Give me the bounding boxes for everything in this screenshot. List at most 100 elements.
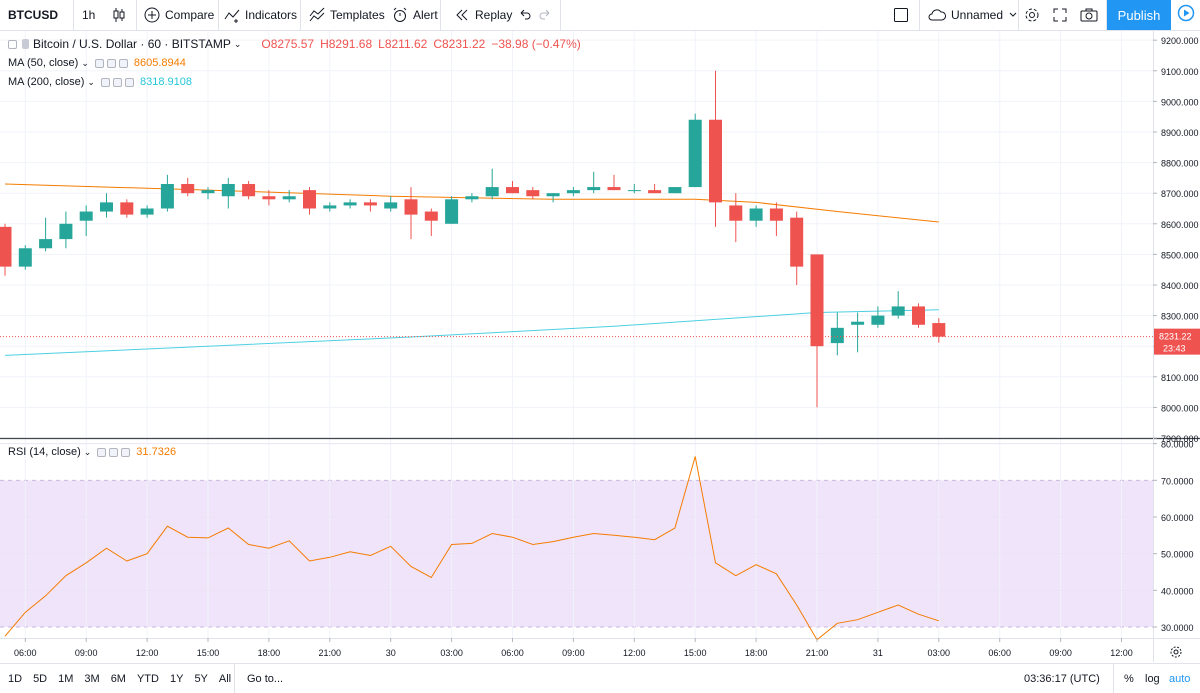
chevron-down-icon xyxy=(1009,12,1017,18)
ma50-label[interactable]: MA (50, close) xyxy=(8,57,79,69)
interval-button[interactable]: 1h xyxy=(82,0,95,30)
settings-icon[interactable] xyxy=(106,58,116,68)
price-tick-label: 8900.000 xyxy=(1161,128,1199,138)
publish-play-button[interactable] xyxy=(1172,0,1200,30)
candle-body xyxy=(445,199,459,224)
candle-body xyxy=(343,202,357,206)
indicators-button[interactable]: Indicators xyxy=(224,0,301,30)
time-tick-label: 03:00 xyxy=(440,648,463,658)
eye-icon[interactable] xyxy=(97,447,107,457)
chart-style-button[interactable] xyxy=(112,0,137,30)
rsi-label[interactable]: RSI (14, close) xyxy=(8,446,81,458)
templates-button[interactable]: Templates xyxy=(309,0,385,30)
goto-button[interactable]: Go to... xyxy=(234,664,283,693)
time-tick-label: 12:00 xyxy=(136,648,159,658)
rsi-tick-label: 30.0000 xyxy=(1161,623,1194,633)
range-button-1d[interactable]: 1D xyxy=(8,672,23,685)
chart-area[interactable]: 7900.0008000.0008100.0008200.0008300.000… xyxy=(0,31,1200,663)
redo-button[interactable] xyxy=(538,0,561,30)
eye-icon[interactable] xyxy=(100,77,110,87)
templates-label: Templates xyxy=(330,8,385,22)
range-button-1m[interactable]: 1M xyxy=(58,672,74,685)
range-button-all[interactable]: All xyxy=(218,672,232,685)
candle-body xyxy=(140,208,154,215)
candle-body xyxy=(465,196,479,200)
rsi-tick-label: 50.0000 xyxy=(1161,550,1194,560)
select-checkbox[interactable] xyxy=(893,0,920,30)
gear-icon[interactable] xyxy=(1170,646,1182,658)
rsi-tick-label: 60.0000 xyxy=(1161,513,1194,523)
candle-body xyxy=(769,208,783,221)
ma200-label[interactable]: MA (200, close) xyxy=(8,76,85,88)
price-tick-label: 8500.000 xyxy=(1161,250,1199,260)
candle-body xyxy=(526,190,540,197)
range-button-3m[interactable]: 3M xyxy=(84,672,100,685)
square-icon xyxy=(893,7,909,23)
replay-button[interactable]: Replay xyxy=(454,0,512,30)
bar-countdown: 23:43 xyxy=(1163,344,1186,354)
utc-clock[interactable]: 03:36:17 (UTC) xyxy=(1024,664,1100,693)
time-tick-label: 12:00 xyxy=(1110,648,1133,658)
time-tick-label: 06:00 xyxy=(988,648,1011,658)
publish-button[interactable]: Publish xyxy=(1107,0,1171,30)
price-tick-label: 9000.000 xyxy=(1161,97,1199,107)
ma50-legend: MA (50, close) ⌄ 8605.8944 xyxy=(8,57,186,69)
collapse-icon[interactable] xyxy=(8,39,17,49)
log-label: log xyxy=(1145,672,1160,685)
chevron-down-icon[interactable]: ⌄ xyxy=(81,57,89,68)
alert-button[interactable]: Alert xyxy=(392,0,441,30)
alert-label: Alert xyxy=(413,8,438,22)
time-tick-label: 18:00 xyxy=(745,648,768,658)
undo-icon xyxy=(518,8,532,22)
indicators-icon xyxy=(224,7,240,23)
close-icon[interactable] xyxy=(121,447,131,457)
chevron-down-icon[interactable]: ⌄ xyxy=(87,76,95,87)
range-button-ytd[interactable]: YTD xyxy=(136,672,159,685)
time-tick-label: 18:00 xyxy=(258,648,281,658)
auto-label: auto xyxy=(1169,672,1191,685)
candles-icon xyxy=(112,7,126,23)
chevron-down-icon[interactable]: ⌄ xyxy=(233,38,242,49)
candle-body xyxy=(18,248,32,267)
undo-button[interactable] xyxy=(518,0,537,30)
candle-body xyxy=(871,315,885,325)
ohlc-low: L8211.62 xyxy=(378,37,428,51)
eye-icon[interactable] xyxy=(94,58,104,68)
close-icon[interactable] xyxy=(118,58,128,68)
gear-icon xyxy=(1024,7,1040,23)
fullscreen-button[interactable] xyxy=(1053,0,1072,30)
time-tick-label: 09:00 xyxy=(75,648,98,658)
range-button-5d[interactable]: 5D xyxy=(33,672,48,685)
compare-label: Compare xyxy=(165,8,215,22)
layout-button[interactable]: Unnamed xyxy=(928,0,1019,30)
ma50-line xyxy=(4,183,939,223)
range-button-5y[interactable]: 5Y xyxy=(194,672,208,685)
candle-body xyxy=(891,306,905,316)
rsi-tick-label: 70.0000 xyxy=(1161,476,1194,486)
log-toggle[interactable]: log xyxy=(1145,664,1160,693)
chevron-down-icon[interactable]: ⌄ xyxy=(83,446,92,457)
candle-body xyxy=(221,184,235,197)
compare-button[interactable]: Compare xyxy=(144,0,219,30)
settings-icon[interactable] xyxy=(109,447,119,457)
candle-body xyxy=(566,190,580,194)
time-tick-label: 30 xyxy=(386,648,396,658)
snapshot-button[interactable] xyxy=(1080,0,1107,30)
main-series-title: Bitcoin / U.S. Dollar · 60 · BITSTAMP xyxy=(33,37,231,51)
candle-body xyxy=(810,254,824,347)
auto-toggle[interactable]: auto xyxy=(1169,664,1190,693)
close-icon[interactable] xyxy=(124,77,134,87)
symbol-search[interactable]: BTCUSD xyxy=(0,0,74,30)
range-button-1y[interactable]: 1Y xyxy=(169,672,184,685)
candle-body xyxy=(181,184,195,194)
cloud-icon xyxy=(928,8,946,22)
settings-icon[interactable] xyxy=(112,77,122,87)
redo-icon xyxy=(538,8,552,22)
candle-body xyxy=(546,193,560,197)
alarm-clock-icon xyxy=(392,7,408,23)
candle-body xyxy=(242,184,256,197)
settings-button[interactable] xyxy=(1024,0,1045,30)
candle-body xyxy=(668,187,682,194)
range-button-6m[interactable]: 6M xyxy=(110,672,126,685)
percent-toggle[interactable]: % xyxy=(1113,664,1134,693)
